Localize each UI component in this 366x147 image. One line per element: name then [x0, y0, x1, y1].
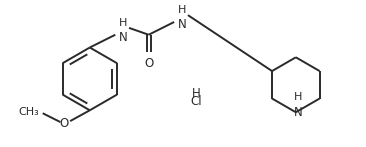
- Text: H: H: [191, 87, 200, 100]
- Text: O: O: [60, 117, 69, 130]
- Text: N: N: [294, 106, 302, 119]
- Text: H: H: [178, 5, 186, 15]
- Text: Cl: Cl: [190, 95, 202, 108]
- Text: CH₃: CH₃: [18, 107, 39, 117]
- Text: H: H: [119, 18, 127, 28]
- Text: N: N: [119, 31, 127, 44]
- Text: N: N: [178, 18, 186, 31]
- Text: H: H: [294, 92, 302, 102]
- Text: O: O: [144, 57, 153, 70]
